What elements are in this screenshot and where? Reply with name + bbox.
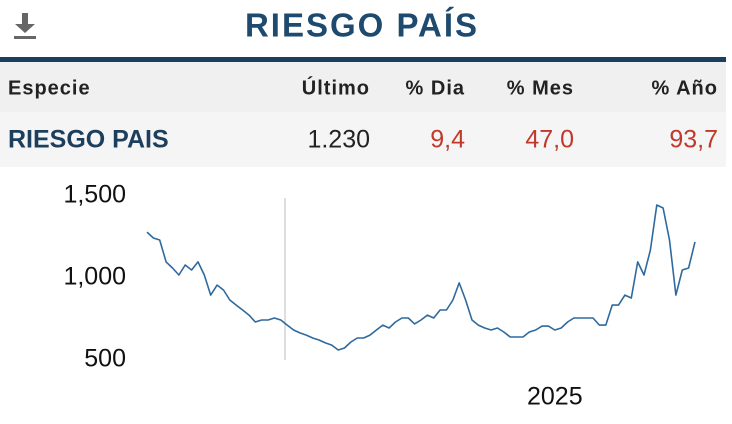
y-tick-label: 500 bbox=[84, 345, 126, 373]
data-row bbox=[0, 112, 726, 167]
column-header: % Año bbox=[652, 77, 718, 99]
download-icon[interactable] bbox=[14, 13, 36, 39]
x-tick-label: 2025 bbox=[527, 383, 583, 411]
y-tick-label: 1,000 bbox=[63, 263, 126, 291]
y-tick-label: 1,500 bbox=[63, 181, 126, 209]
column-header: Especie bbox=[8, 77, 91, 99]
column-header: % Mes bbox=[507, 77, 574, 99]
cell: 1.230 bbox=[307, 126, 370, 154]
line-series bbox=[146, 204, 696, 351]
column-header: % Dia bbox=[406, 77, 465, 99]
cell: 47,0 bbox=[525, 126, 574, 154]
cell: 93,7 bbox=[669, 126, 718, 154]
title-rule bbox=[0, 57, 726, 62]
header-row bbox=[0, 62, 726, 112]
column-header: Último bbox=[302, 75, 370, 99]
row-name: RIESGO PAIS bbox=[8, 126, 169, 154]
widget-title: RIESGO PAÍS bbox=[245, 7, 479, 44]
cell: 9,4 bbox=[430, 126, 465, 154]
